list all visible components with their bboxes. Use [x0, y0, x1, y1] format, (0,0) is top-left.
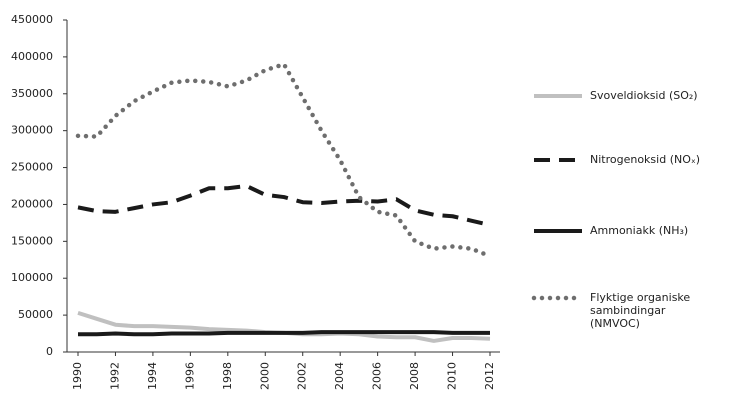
legend-label: Ammoniakk (NH₃) [590, 224, 689, 237]
y-tick-label: 50000 [18, 308, 53, 321]
y-tick-label: 400000 [11, 50, 53, 63]
x-tick-label: 2006 [371, 362, 384, 390]
legend-swatch [534, 229, 582, 233]
legend-entry: Svoveldioksid (SO₂) [530, 88, 715, 104]
legend-entry: Flyktige organiske sambindingar (NMVOC) [530, 290, 715, 330]
series-line [78, 330, 490, 337]
legend-swatch [534, 158, 582, 162]
x-tick-label: 1990 [71, 362, 84, 390]
legend-swatch [531, 295, 585, 301]
x-tick-label: 1992 [108, 362, 121, 390]
x-tick-label: 1994 [146, 362, 159, 390]
legend-label: Svoveldioksid (SO₂) [590, 89, 698, 102]
y-tick-label: 250000 [11, 161, 53, 174]
x-tick-label: 2010 [446, 362, 459, 390]
x-tick-label: 2002 [296, 362, 309, 390]
y-tick-label: 200000 [11, 197, 53, 210]
y-tick-label: 150000 [11, 234, 53, 247]
legend-label: Flyktige organiske sambindingar (NMVOC) [590, 291, 691, 330]
x-tick-label: 2000 [258, 362, 271, 390]
x-tick-label: 2004 [333, 362, 346, 390]
x-tick-label: 1998 [221, 362, 234, 390]
legend-swatch [534, 94, 582, 98]
y-tick-label: 300000 [11, 124, 53, 137]
y-tick-label: 0 [46, 345, 53, 358]
y-tick-label: 100000 [11, 271, 53, 284]
x-tick-label: 2012 [483, 362, 496, 390]
x-tick-label: 1996 [183, 362, 196, 390]
series-line [75, 62, 493, 259]
series-line [77, 310, 491, 343]
x-tick-label: 2008 [408, 362, 421, 390]
legend-entry: Ammoniakk (NH₃) [530, 223, 715, 239]
legend-entry: Nitrogenoksid (NOₓ) [530, 152, 715, 168]
series-line [77, 184, 491, 228]
y-tick-label: 450000 [11, 13, 53, 26]
legend-label: Nitrogenoksid (NOₓ) [590, 153, 701, 166]
y-tick-label: 350000 [11, 87, 53, 100]
